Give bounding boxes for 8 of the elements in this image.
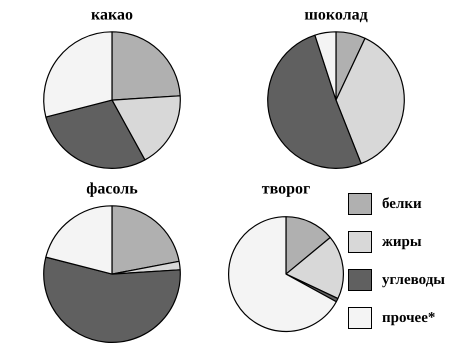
legend-label: белки — [382, 196, 422, 212]
legend-label: прочее* — [382, 310, 436, 326]
legend-label: углеводы — [382, 272, 445, 288]
legend-label: жиры — [382, 234, 422, 250]
chart-title: фасоль — [86, 180, 138, 198]
chart-title: творог — [262, 180, 310, 198]
chart-title: какао — [91, 6, 133, 24]
chart-title: шоколад — [304, 6, 368, 24]
